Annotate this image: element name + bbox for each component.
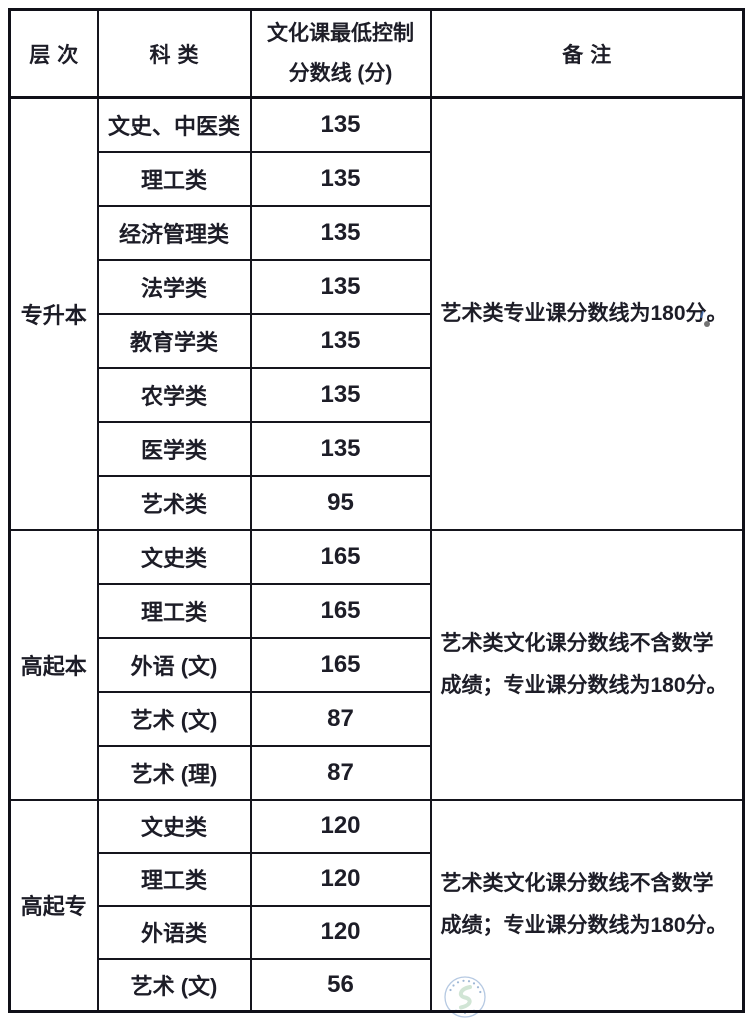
header-score: 文化课最低控制 分数线 (分) [249,8,432,99]
score-cell: 165 [249,582,432,639]
table-row: 教育学类 135 [10,312,744,369]
table-row: 法学类 135 [10,258,744,315]
table-row: 理工类 165 [10,582,744,639]
score-cell: 135 [249,366,432,423]
category-cell: 法学类 [96,258,252,315]
header-remark-label: 备注 [562,43,619,67]
score-cell: 87 [249,744,432,801]
header-level-label: 层次 [29,43,86,67]
table-row: 艺术 (文) 56 [10,957,744,1013]
score-cell: 95 [249,474,432,531]
table-row: 艺术类 95 [10,474,744,531]
category-cell: 外语 (文) [96,636,252,693]
table-header: 层次 科类 文化课最低控制 分数线 (分) 备注 [8,8,745,99]
table-row: 医学类 135 [10,420,744,477]
category-cell: 经济管理类 [96,204,252,261]
header-level: 层次 [8,8,99,99]
score-cell: 120 [249,798,432,854]
score-cell: 56 [249,957,432,1013]
header-remark: 备注 [429,8,745,99]
header-row: 层次 科类 文化课最低控制 分数线 (分) 备注 [8,8,745,99]
table-row: 艺术 (文) 87 [10,690,744,747]
category-cell: 理工类 [96,150,252,207]
table-row: 高起本 文史类 165 艺术类文化课分数线不含数学成绩；专业课分数线为180分。 [8,528,745,801]
header-score-line1: 文化课最低控制 [267,21,414,45]
score-cell: 135 [249,150,432,207]
category-cell: 理工类 [96,582,252,639]
category-cell: 教育学类 [96,312,252,369]
table-body: 专升本 文史、中医类 135 艺术类专业课分数线为180分。 理工类 135 经… [8,96,745,1013]
header-score-line2: 分数线 (分) [288,61,393,85]
score-cell: 135 [249,204,432,261]
remark-cell-section2: 艺术类文化课分数线不含数学成绩；专业课分数线为180分。 [429,528,745,801]
remark-cell-section1: 艺术类专业课分数线为180分。 [429,96,745,531]
table-row: 高起专 文史类 120 艺术类文化课分数线不含数学成绩；专业课分数线为180分。 [8,798,745,1013]
table-row: 外语类 120 [10,904,744,960]
header-category-label: 科类 [149,43,206,67]
table-row: 理工类 135 [10,150,744,207]
header-category: 科类 [96,8,252,99]
category-cell: 农学类 [96,366,252,423]
score-cell: 135 [249,312,432,369]
score-cutoff-table: 层次 科类 文化课最低控制 分数线 (分) 备注 专升本 文史、中医类 135 … [8,8,745,1013]
table-row: 艺术 (理) 87 [10,744,744,801]
category-cell: 医学类 [96,420,252,477]
level-cell-gaoqizhuan: 高起专 [8,798,99,1013]
level-cell-zhuanshengben: 专升本 [8,96,99,531]
table-row: 农学类 135 [10,366,744,423]
category-cell: 理工类 [96,851,252,907]
score-cell: 135 [249,420,432,477]
score-cell: 120 [249,851,432,907]
table-row: 经济管理类 135 [10,204,744,261]
score-cell: 87 [249,690,432,747]
category-cell: 文史、中医类 [96,96,252,153]
table-row: 理工类 120 [10,851,744,907]
category-cell: 艺术 (文) [96,690,252,747]
score-cell: 165 [249,528,432,585]
category-cell: 艺术类 [96,474,252,531]
score-cell: 135 [249,258,432,315]
category-cell: 艺术 (理) [96,744,252,801]
category-cell: 文史类 [96,528,252,585]
category-cell: 文史类 [96,798,252,854]
score-cell: 165 [249,636,432,693]
score-cell: 135 [249,96,432,153]
scan-speck [704,321,710,327]
remark-cell-section3: 艺术类文化课分数线不含数学成绩；专业课分数线为180分。 [429,798,745,1013]
table-row: 专升本 文史、中医类 135 艺术类专业课分数线为180分。 [8,96,745,531]
category-cell: 艺术 (文) [96,957,252,1013]
score-cell: 120 [249,904,432,960]
category-cell: 外语类 [96,904,252,960]
level-cell-gaoqiben: 高起本 [8,528,99,801]
table-row: 外语 (文) 165 [10,636,744,693]
